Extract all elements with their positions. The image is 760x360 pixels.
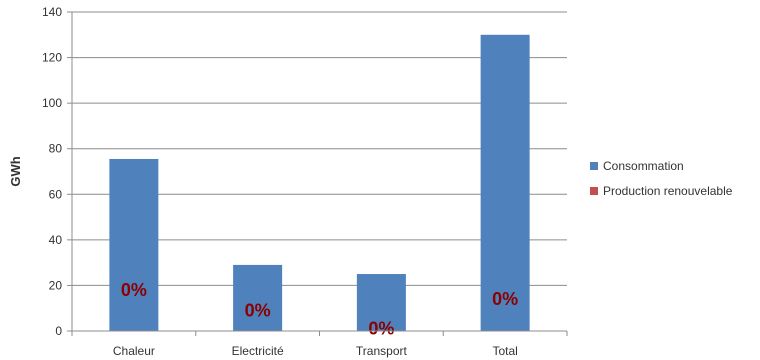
y-axis-label: GWh bbox=[8, 156, 23, 186]
data-label: 0% bbox=[368, 319, 394, 339]
legend-entry: Production renouvelable bbox=[603, 184, 733, 198]
y-axis-ticks: 0 20 40 60 80 100 120 140 bbox=[42, 5, 72, 338]
bar-consommation bbox=[109, 158, 159, 331]
x-tick-label: Total bbox=[492, 344, 517, 358]
y-tick-label: 0 bbox=[55, 324, 62, 338]
bar-consommation bbox=[480, 34, 530, 332]
legend-entry: Consommation bbox=[603, 159, 684, 173]
bar-consommation bbox=[233, 264, 283, 331]
bar-consommation bbox=[356, 274, 406, 331]
x-tick-label: Transport bbox=[356, 344, 408, 358]
x-tick-label: Chaleur bbox=[113, 344, 155, 358]
y-tick-label: 20 bbox=[49, 278, 63, 292]
legend-swatch bbox=[590, 187, 598, 195]
data-label: 0% bbox=[492, 289, 518, 309]
x-axis-ticks: Chaleur Electricité Transport Total bbox=[71, 331, 568, 358]
legend-swatch bbox=[590, 162, 598, 170]
data-label: 0% bbox=[121, 280, 147, 300]
y-tick-label: 60 bbox=[49, 187, 63, 201]
y-tick-label: 120 bbox=[42, 51, 62, 65]
y-tick-label: 140 bbox=[42, 5, 62, 19]
y-tick-label: 40 bbox=[49, 233, 63, 247]
x-tick-label: Electricité bbox=[232, 344, 284, 358]
bars bbox=[109, 34, 530, 332]
y-tick-label: 100 bbox=[42, 96, 62, 110]
y-tick-label: 80 bbox=[49, 142, 63, 156]
legend: Consommation Production renouvelable bbox=[590, 159, 733, 198]
data-label: 0% bbox=[245, 300, 271, 320]
data-labels: 0% 0% 0% 0% bbox=[121, 280, 518, 339]
